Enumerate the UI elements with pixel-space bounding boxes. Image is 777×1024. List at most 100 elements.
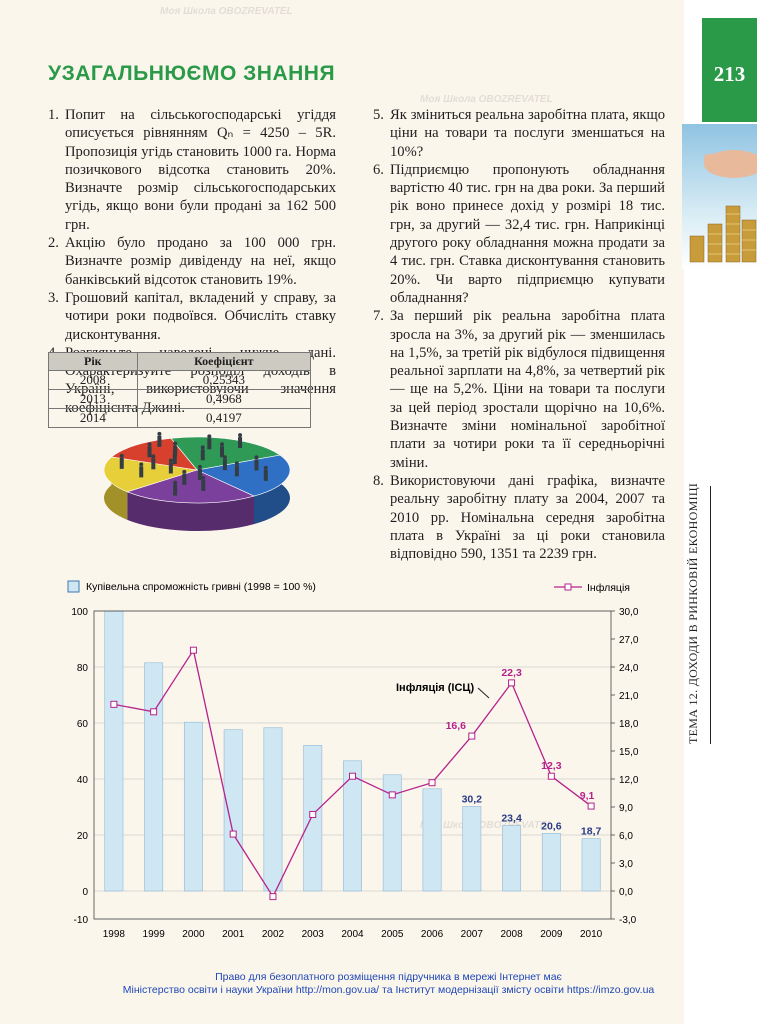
x-axis-tick-label: 2005	[381, 929, 404, 940]
bar-data-label: 20,6	[541, 820, 562, 832]
left-axis-tick-label: 60	[77, 719, 89, 730]
person-head	[157, 431, 162, 436]
person-figure	[197, 468, 202, 480]
line-data-label: 22,3	[501, 667, 522, 679]
footer-line-1: Право для безоплатного розміщення підруч…	[215, 971, 562, 983]
person-figure	[263, 469, 268, 481]
watermark: Моя Школа OBOZREVATEL	[420, 820, 553, 831]
person-figure	[182, 473, 187, 485]
x-axis-tick-label: 2007	[461, 929, 484, 940]
person-head	[238, 433, 243, 438]
table-cell: 0,4968	[136, 389, 312, 409]
x-axis-tick-label: 2008	[500, 929, 523, 940]
left-axis-tick-label: 0	[82, 887, 88, 898]
legend-bar-label: Купівельна спроможність гривні (1998 = 1…	[86, 581, 316, 593]
coins-stack-icon	[689, 150, 757, 263]
person-head	[263, 465, 268, 470]
bar	[541, 833, 561, 892]
bar	[581, 838, 601, 892]
x-axis-tick-label: 2000	[182, 929, 205, 940]
inflation-point	[508, 679, 516, 687]
task-item: 2. Акцію було продано за 100 000 грн. Виз…	[48, 235, 336, 288]
person-head	[147, 442, 152, 447]
task-item: 5. Як зміниться реальна заробітна плата, …	[373, 107, 665, 160]
watermark: Моя Школа OBOZREVATEL	[420, 94, 553, 105]
task-item: 8. Використовуючи дані графіка, визначте …	[373, 472, 665, 563]
side-divider	[710, 486, 711, 744]
income-pie-illustration	[103, 431, 291, 531]
x-axis-tick-label: 1998	[103, 929, 126, 940]
person-figure	[173, 484, 178, 496]
right-axis-tick-label: 3,0	[619, 859, 633, 870]
person-figure	[219, 446, 224, 458]
bar	[462, 806, 482, 892]
x-axis-tick-label: 2002	[262, 929, 285, 940]
bar	[343, 760, 362, 892]
table-header: Рік	[48, 352, 138, 371]
line-data-label: 16,6	[446, 720, 467, 732]
inflation-point	[388, 791, 396, 799]
person-figure	[119, 457, 124, 469]
bar	[223, 729, 243, 892]
inflation-point	[587, 802, 595, 810]
task-item: 7. За перший рік реальна заробітна плата …	[373, 308, 665, 471]
person-figure	[172, 453, 177, 465]
person-head	[207, 434, 212, 439]
bar	[144, 662, 164, 892]
table-row: 2014 0,4197	[48, 408, 312, 428]
bar-data-label: 23,4	[501, 812, 522, 824]
inflation-point	[150, 708, 158, 716]
bar	[303, 745, 323, 892]
right-axis-tick-label: -3,0	[619, 915, 637, 926]
table-row: 2008 0,25343	[48, 370, 312, 390]
person-head	[119, 453, 124, 458]
task-item: 3. Грошовий капітал, вкладений у справу, …	[48, 289, 336, 343]
right-axis-tick-label: 18,0	[619, 719, 639, 730]
bar	[263, 727, 283, 892]
person-figure	[200, 449, 205, 461]
page-number: 213	[702, 18, 757, 122]
person-head	[173, 441, 178, 446]
inflation-point	[547, 772, 555, 780]
inflation-point	[349, 772, 356, 780]
inflation-point	[229, 830, 237, 838]
bar	[502, 825, 522, 892]
watermark: Моя Школа OBOZREVATEL	[160, 6, 293, 17]
x-axis-tick-label: 2006	[421, 929, 444, 940]
x-axis-tick-label: 2009	[540, 929, 563, 940]
pie-slice	[126, 469, 255, 504]
person-figure	[238, 437, 243, 449]
gini-table: Рік Коефіцієнт 2008 0,25343 2013 0,4968 20…	[48, 352, 312, 428]
right-axis-tick-label: 24,0	[619, 663, 639, 674]
inflation-point	[428, 779, 436, 787]
table-header: Коефіцієнт	[136, 352, 312, 371]
pie-slice	[103, 456, 198, 493]
pie-slice	[170, 436, 281, 471]
right-axis-tick-label: 21,0	[619, 691, 639, 702]
purchasing-power-inflation-chart: Купівельна спроможність гривні (1998 = 1…	[67, 580, 639, 940]
plot-frame	[93, 610, 612, 920]
person-figure	[168, 462, 173, 474]
right-axis-tick-label: 6,0	[619, 831, 633, 842]
bar	[422, 788, 442, 892]
person-head	[151, 454, 156, 459]
table-cell: 2008	[48, 370, 138, 390]
pie-slice	[196, 454, 291, 497]
right-task-column: 5. Як зміниться реальна заробітна плата, …	[373, 106, 665, 563]
line-data-label: 12,3	[541, 760, 562, 772]
person-figure	[157, 435, 162, 447]
bar	[104, 610, 124, 892]
legend-line-label: Інфляція	[587, 582, 630, 594]
section-heading: УЗАГАЛЬНЮЄМО ЗНАННЯ	[48, 62, 336, 85]
person-head	[139, 462, 144, 467]
person-figure	[173, 445, 178, 457]
bar-data-label: 30,2	[462, 793, 483, 805]
inflation-point	[468, 732, 476, 740]
right-axis-tick-label: 9,0	[619, 803, 633, 814]
footer-line-2: Міністерство освіти і науки України http…	[122, 984, 655, 996]
right-axis-tick-label: 0,0	[619, 887, 633, 898]
x-axis-tick-label: 2001	[222, 929, 245, 940]
right-axis-tick-label: 27,0	[619, 635, 639, 646]
x-axis-tick-label: 1999	[143, 929, 166, 940]
